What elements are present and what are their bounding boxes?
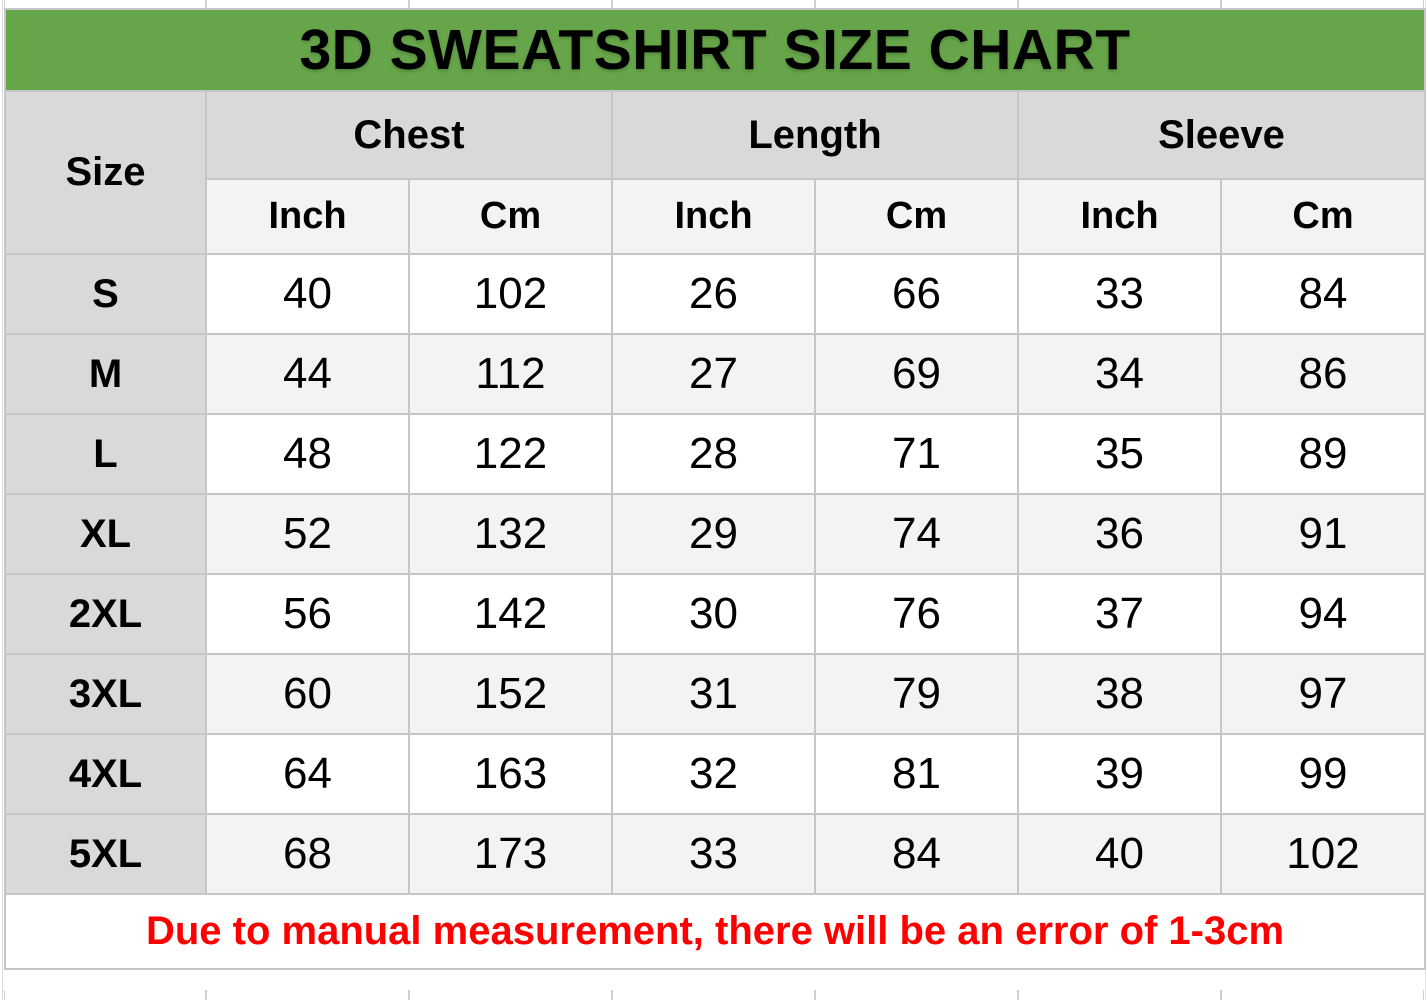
measurement-note: Due to manual measurement, there will be…	[3, 893, 1427, 970]
value-cell: 68	[205, 813, 410, 895]
title-row: 3D SWEATSHIRT SIZE CHART	[3, 8, 1427, 92]
size-label: 4XL	[4, 733, 207, 815]
value-cell: 38	[1017, 653, 1222, 735]
value-cell: 28	[611, 413, 816, 495]
spreadsheet-left-gridline	[2, 0, 3, 1000]
unit-header-inch: Inch	[1017, 178, 1222, 255]
size-label: 3XL	[4, 653, 207, 735]
value-cell: 112	[408, 333, 613, 415]
value-cell: 152	[408, 653, 613, 735]
value-cell: 60	[205, 653, 410, 735]
note-row: Due to manual measurement, there will be…	[3, 893, 1427, 970]
value-cell: 79	[814, 653, 1019, 735]
value-cell: 66	[814, 253, 1019, 335]
table-row: 4XL 64 163 32 81 39 99	[4, 733, 1427, 815]
value-cell: 122	[408, 413, 613, 495]
value-cell: 69	[814, 333, 1019, 415]
table-row: 3XL 60 152 31 79 38 97	[4, 653, 1427, 735]
value-cell: 89	[1219, 413, 1427, 495]
size-label: M	[4, 333, 207, 415]
table-row: S 40 102 26 66 33 84	[4, 253, 1427, 335]
value-cell: 36	[1017, 493, 1222, 575]
unit-header-cm: Cm	[814, 178, 1019, 255]
value-cell: 35	[1017, 413, 1222, 495]
value-cell: 37	[1017, 573, 1222, 655]
column-header-length: Length	[611, 90, 1019, 180]
unit-header-inch: Inch	[205, 178, 410, 255]
value-cell: 33	[611, 813, 816, 895]
column-header-chest: Chest	[205, 90, 613, 180]
spreadsheet-right-gridline	[1425, 0, 1426, 1000]
column-header-sleeve: Sleeve	[1016, 90, 1427, 180]
unit-header-cm: Cm	[1219, 178, 1427, 255]
value-cell: 74	[814, 493, 1019, 575]
value-cell: 44	[205, 333, 410, 415]
column-header-size: Size	[4, 90, 207, 255]
value-cell: 48	[205, 413, 410, 495]
value-cell: 86	[1219, 333, 1427, 415]
unit-header-cm: Cm	[408, 178, 613, 255]
unit-header-row: Inch Cm Inch Cm Inch Cm	[5, 178, 1427, 255]
table-row: XL 52 132 29 74 36 91	[4, 493, 1427, 575]
value-cell: 29	[611, 493, 816, 575]
group-header-row: Size Chest Length Sleeve	[4, 90, 1427, 255]
value-cell: 40	[205, 253, 410, 335]
value-cell: 64	[205, 733, 410, 815]
size-chart-table: 3D SWEATSHIRT SIZE CHART Size Chest Leng…	[3, 8, 1427, 970]
value-cell: 84	[814, 813, 1019, 895]
value-cell: 33	[1017, 253, 1222, 335]
value-cell: 39	[1017, 733, 1222, 815]
value-cell: 31	[611, 653, 816, 735]
value-cell: 102	[408, 253, 613, 335]
value-cell: 173	[408, 813, 613, 895]
table-row: 5XL 68 173 33 84 40 102	[4, 813, 1427, 895]
spreadsheet-top-gridline-strip	[4, 0, 1424, 8]
value-cell: 142	[408, 573, 613, 655]
value-cell: 56	[205, 573, 410, 655]
value-cell: 52	[205, 493, 410, 575]
value-cell: 27	[611, 333, 816, 415]
size-label: S	[4, 253, 207, 335]
table-row: M 44 112 27 69 34 86	[4, 333, 1427, 415]
spreadsheet-bottom-gridline-strip	[4, 990, 1424, 1000]
value-cell: 102	[1219, 813, 1427, 895]
table-row: L 48 122 28 71 35 89	[4, 413, 1427, 495]
size-label: L	[4, 413, 207, 495]
table-row: 2XL 56 142 30 76 37 94	[4, 573, 1427, 655]
size-label: 5XL	[4, 813, 207, 895]
value-cell: 99	[1219, 733, 1427, 815]
value-cell: 40	[1017, 813, 1222, 895]
value-cell: 132	[408, 493, 613, 575]
value-cell: 76	[814, 573, 1019, 655]
value-cell: 97	[1219, 653, 1427, 735]
size-label: XL	[4, 493, 207, 575]
page-title: 3D SWEATSHIRT SIZE CHART	[3, 8, 1427, 92]
value-cell: 84	[1219, 253, 1427, 335]
value-cell: 163	[408, 733, 613, 815]
value-cell: 32	[611, 733, 816, 815]
value-cell: 30	[611, 573, 816, 655]
value-cell: 81	[814, 733, 1019, 815]
size-label: 2XL	[4, 573, 207, 655]
value-cell: 91	[1219, 493, 1427, 575]
value-cell: 94	[1219, 573, 1427, 655]
value-cell: 71	[814, 413, 1019, 495]
value-cell: 26	[611, 253, 816, 335]
unit-header-inch: Inch	[611, 178, 816, 255]
value-cell: 34	[1017, 333, 1222, 415]
